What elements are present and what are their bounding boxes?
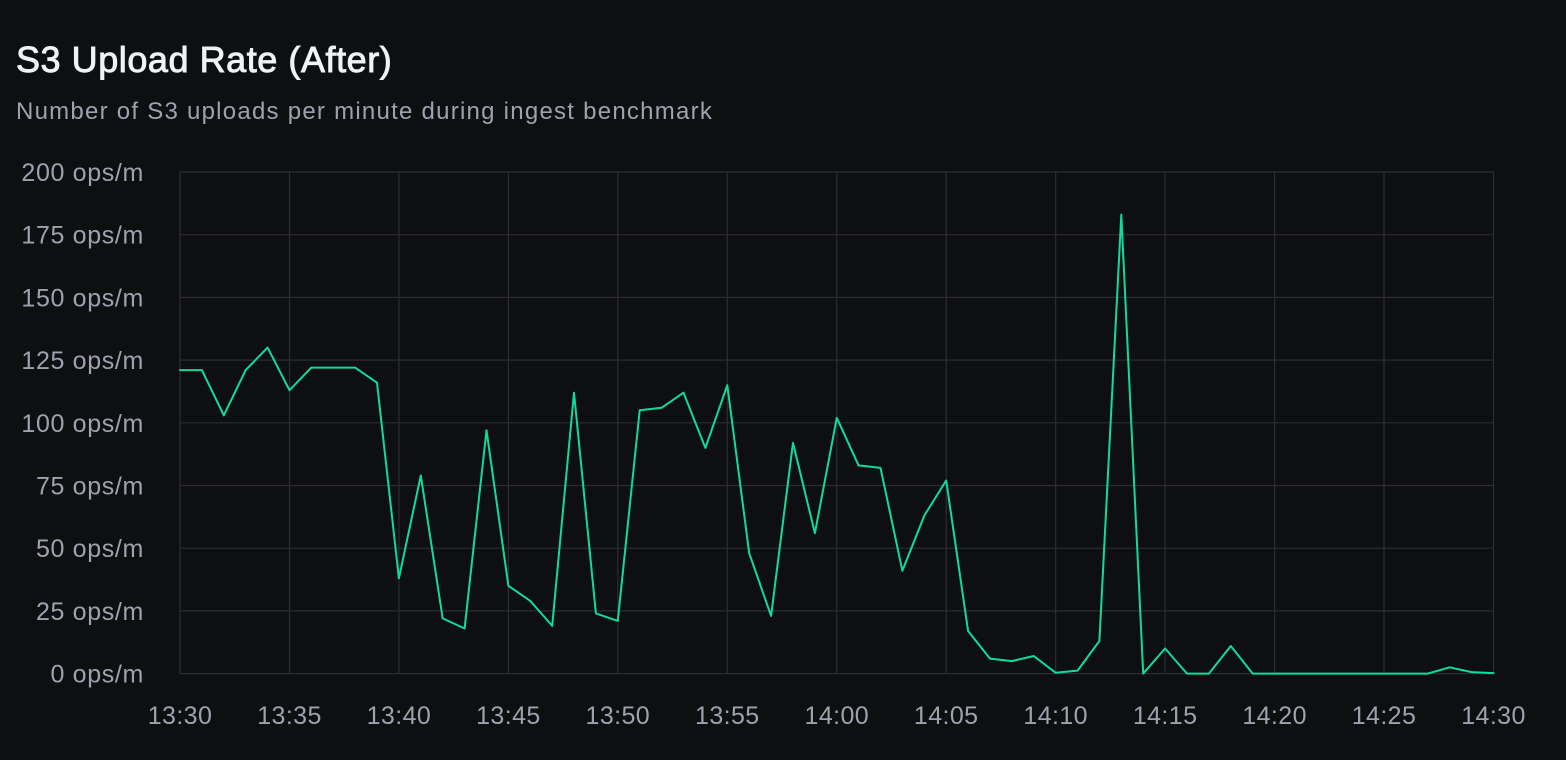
svg-text:0 ops/m: 0 ops/m [51, 661, 144, 689]
svg-text:14:30: 14:30 [1461, 702, 1526, 730]
svg-text:200 ops/m: 200 ops/m [21, 159, 144, 187]
svg-text:14:10: 14:10 [1023, 702, 1088, 730]
svg-text:13:45: 13:45 [476, 702, 541, 730]
svg-text:125 ops/m: 125 ops/m [21, 347, 144, 375]
svg-text:14:00: 14:00 [805, 702, 870, 730]
svg-text:13:40: 13:40 [367, 702, 432, 730]
svg-text:25 ops/m: 25 ops/m [36, 598, 144, 626]
svg-text:13:35: 13:35 [257, 702, 322, 730]
svg-text:75 ops/m: 75 ops/m [36, 473, 144, 501]
svg-text:13:50: 13:50 [586, 702, 651, 730]
svg-text:14:05: 14:05 [914, 702, 979, 730]
svg-text:14:15: 14:15 [1133, 702, 1198, 730]
svg-text:100 ops/m: 100 ops/m [21, 410, 144, 438]
svg-text:14:25: 14:25 [1352, 702, 1417, 730]
svg-text:13:55: 13:55 [695, 702, 760, 730]
svg-text:Number of S3 uploads per minut: Number of S3 uploads per minute during i… [16, 98, 713, 125]
svg-text:13:30: 13:30 [148, 702, 213, 730]
svg-text:S3 Upload Rate (After): S3 Upload Rate (After) [16, 39, 392, 80]
svg-text:50 ops/m: 50 ops/m [36, 535, 144, 563]
svg-text:175 ops/m: 175 ops/m [21, 222, 144, 250]
svg-text:150 ops/m: 150 ops/m [21, 284, 144, 312]
svg-text:14:20: 14:20 [1242, 702, 1307, 730]
